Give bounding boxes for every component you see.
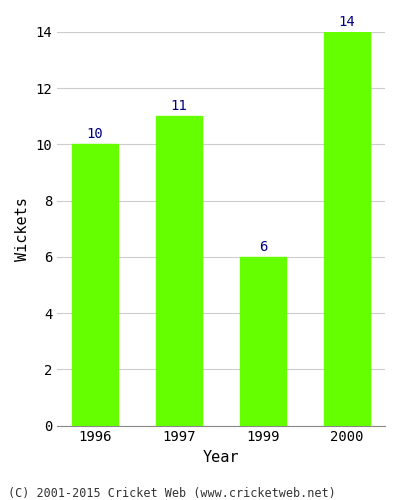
Text: 6: 6 xyxy=(259,240,267,254)
Bar xyxy=(324,32,370,425)
Text: 11: 11 xyxy=(171,100,188,114)
Bar xyxy=(240,257,286,426)
Y-axis label: Wickets: Wickets xyxy=(15,196,30,260)
Text: (C) 2001-2015 Cricket Web (www.cricketweb.net): (C) 2001-2015 Cricket Web (www.cricketwe… xyxy=(8,488,336,500)
Text: 14: 14 xyxy=(339,15,355,29)
X-axis label: Year: Year xyxy=(203,450,239,465)
Text: 10: 10 xyxy=(87,128,104,141)
Bar xyxy=(72,144,118,426)
Bar xyxy=(156,116,202,426)
